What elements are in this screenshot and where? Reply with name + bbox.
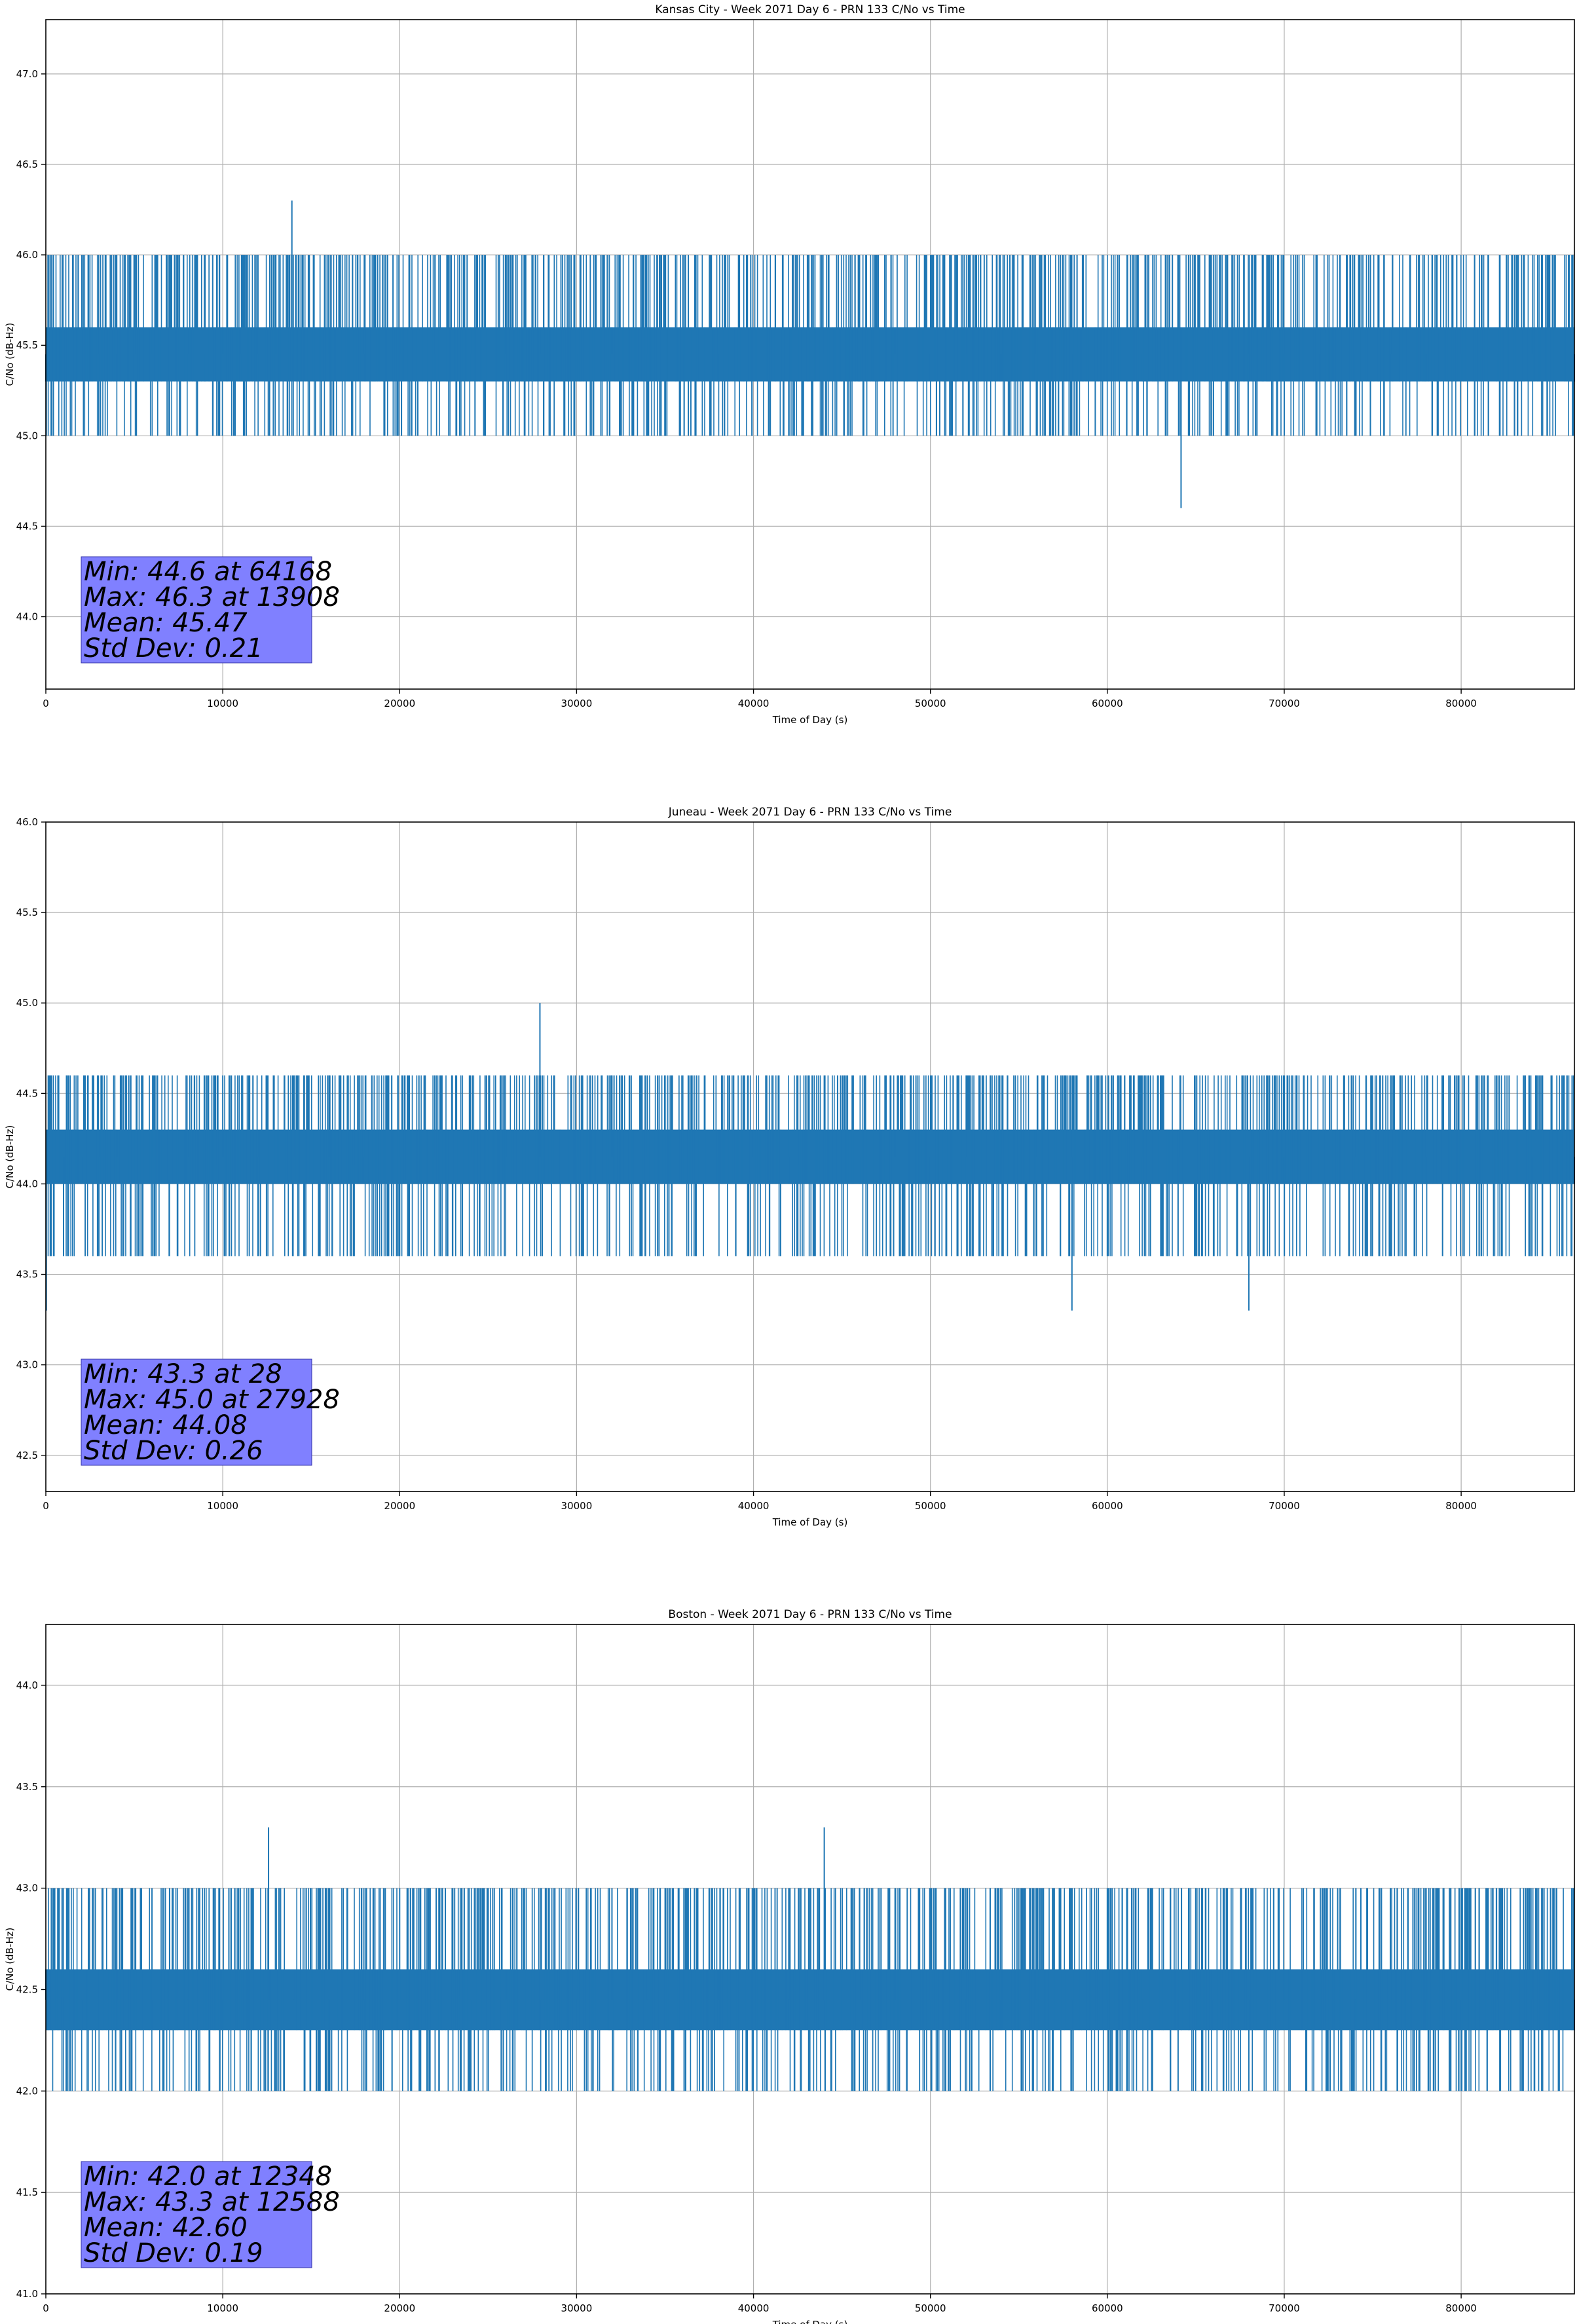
stats-std-dev: Std Dev: 0.21 [84, 633, 263, 664]
x-tick-label: 40000 [738, 2302, 770, 2314]
x-axis-label: Time of Day (s) [772, 1516, 848, 1528]
y-tick-label: 45.0 [16, 997, 38, 1009]
y-tick-label: 46.0 [16, 816, 38, 828]
stats-max: Max: 43.3 at 12588 [84, 2187, 340, 2217]
y-tick-label: 42.0 [16, 2085, 38, 2097]
x-tick-label: 50000 [915, 1500, 946, 1512]
axes-frame [45, 821, 1575, 1492]
band-excursions [48, 1888, 1574, 2091]
y-axis-label: C/No (dB-Hz) [4, 1928, 16, 1991]
y-tick-label: 44.0 [16, 1178, 38, 1190]
x-tick-label: 60000 [1092, 2302, 1123, 2314]
x-tick-label: 30000 [561, 2302, 593, 2314]
x-tick-label: 80000 [1445, 2302, 1477, 2314]
x-tick-label: 50000 [915, 2302, 946, 2314]
y-tick-label: 43.5 [16, 1781, 38, 1793]
stats-min: Min: 42.0 at 12348 [84, 2162, 332, 2192]
x-tick-label: 0 [43, 698, 49, 709]
x-tick-label: 80000 [1445, 698, 1477, 709]
stats-box-background [81, 1359, 312, 1466]
stats-std-dev: Std Dev: 0.26 [84, 1436, 263, 1466]
y-tick-label: 44.0 [16, 1679, 38, 1691]
y-tick-label: 45.5 [16, 907, 38, 918]
stats-mean: Mean: 44.08 [84, 1410, 248, 1440]
chart-title: Juneau - Week 2071 Day 6 - PRN 133 C/No … [668, 806, 952, 819]
x-tick-label: 20000 [384, 1500, 415, 1512]
band-excursions [46, 255, 1574, 436]
axes-frame [45, 1624, 1575, 2295]
chart-title: Boston - Week 2071 Day 6 - PRN 133 C/No … [668, 1608, 952, 1621]
stats-mean: Mean: 45.47 [84, 608, 248, 638]
y-tick-label: 43.0 [16, 1359, 38, 1371]
chart-panel-1: 0 10000 20000 30000 40000 50000 60000 70000 8000… [4, 3, 1575, 726]
x-tick-label: 80000 [1445, 1500, 1477, 1512]
y-tick-label: 45.5 [16, 339, 38, 351]
x-tick-label: 50000 [915, 698, 946, 709]
stats-max: Max: 46.3 at 13908 [84, 582, 340, 612]
axes-frame [45, 19, 1575, 690]
chart-title: Kansas City - Week 2071 Day 6 - PRN 133 … [655, 3, 965, 16]
x-tick-label: 40000 [738, 1500, 770, 1512]
y-tick-label: 42.5 [16, 1983, 38, 1995]
y-axis-label: C/No (dB-Hz) [4, 323, 16, 386]
y-tick-label: 41.5 [16, 2186, 38, 2198]
y-tick-label: 41.0 [16, 2288, 38, 2300]
x-tick-label: 70000 [1269, 698, 1300, 709]
x-tick-label: 60000 [1092, 698, 1123, 709]
x-tick-label: 70000 [1269, 1500, 1300, 1512]
band-excursions [47, 1075, 1574, 1256]
y-tick-label: 43.5 [16, 1269, 38, 1281]
x-tick-label: 20000 [384, 698, 415, 709]
y-tick-label: 47.0 [16, 68, 38, 80]
x-tick-label: 10000 [207, 698, 238, 709]
y-axis-label: C/No (dB-Hz) [4, 1125, 16, 1189]
chart-panel-2: 0 10000 20000 30000 40000 50000 60000 70000 8000… [4, 806, 1575, 1528]
x-tick-label: 70000 [1269, 2302, 1300, 2314]
y-tick-label: 44.0 [16, 611, 38, 623]
chart-panel-3: 0 10000 20000 30000 40000 50000 60000 70000 8000… [4, 1608, 1575, 2324]
x-tick-label: 0 [43, 1500, 49, 1512]
y-tick-label: 45.0 [16, 430, 38, 441]
y-tick-label: 43.0 [16, 1883, 38, 1894]
x-tick-label: 20000 [384, 2302, 415, 2314]
x-tick-label: 0 [43, 2302, 49, 2314]
x-tick-label: 10000 [207, 1500, 238, 1512]
x-tick-label: 30000 [561, 698, 593, 709]
stats-max: Max: 45.0 at 27928 [84, 1385, 340, 1415]
stats-std-dev: Std Dev: 0.19 [84, 2238, 263, 2268]
stats-box-background [81, 556, 312, 664]
y-tick-label: 44.5 [16, 1087, 38, 1099]
stats-mean: Mean: 42.60 [84, 2213, 248, 2243]
stats-min: Min: 43.3 at 28 [84, 1359, 282, 1389]
y-tick-label: 42.5 [16, 1450, 38, 1461]
x-tick-label: 30000 [561, 1500, 593, 1512]
x-axis-label: Time of Day (s) [772, 714, 848, 726]
stats-min: Min: 44.6 at 64168 [84, 557, 332, 587]
x-tick-label: 40000 [738, 698, 770, 709]
x-tick-label: 10000 [207, 2302, 238, 2314]
stats-box-background [81, 2161, 312, 2268]
x-axis-label: Time of Day (s) [772, 2319, 848, 2324]
y-tick-label: 46.0 [16, 249, 38, 261]
x-tick-label: 60000 [1092, 1500, 1123, 1512]
y-tick-label: 44.5 [16, 520, 38, 532]
y-tick-label: 46.5 [16, 159, 38, 170]
